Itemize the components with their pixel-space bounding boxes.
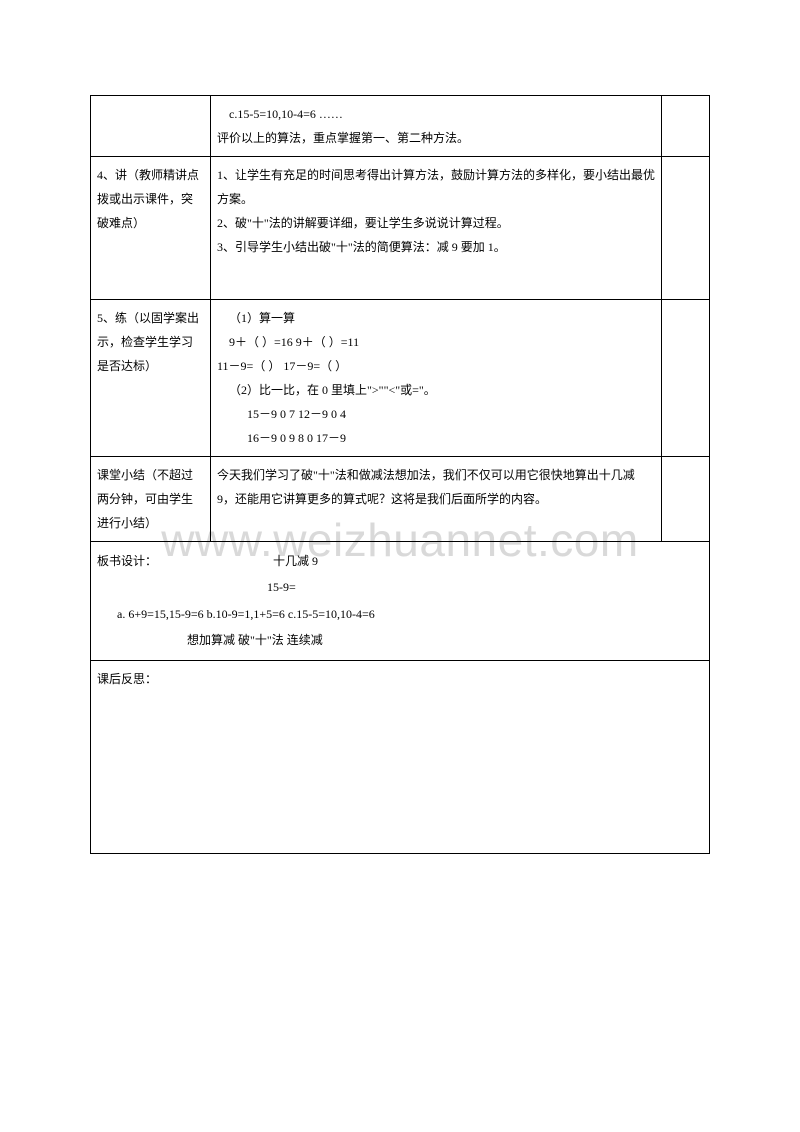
- row-label: 4、讲（教师精讲点拨或出示课件，突破难点）: [91, 157, 211, 300]
- row-content: （1）算一算 9＋（ ）=16 9＋（ ）=11 11－9=（ ） 17－9=（…: [211, 300, 662, 457]
- board-design-cell: 板书设计： 十几减 9 15-9= a. 6+9=15,15-9=6 b.10-…: [91, 542, 710, 661]
- text-line: 9＋（ ）=16 9＋（ ）=11: [217, 330, 655, 354]
- row-note: [662, 96, 710, 157]
- row-content: 今天我们学习了破"十"法和做减法想加法，我们不仅可以用它很快地算出十几减 9，还…: [211, 457, 662, 542]
- row-note: [662, 157, 710, 300]
- board-line-a: a. 6+9=15,15-9=6 b.10-9=1,1+5=6 c.15-5=1…: [97, 601, 703, 627]
- row-label: 课堂小结（不超过两分钟，可由学生进行小结）: [91, 457, 211, 542]
- reflection-label: 课后反思：: [97, 672, 157, 686]
- text-line: 今天我们学习了破"十"法和做减法想加法，我们不仅可以用它很快地算出十几减 9，还…: [217, 463, 655, 511]
- text-line: 15－9 0 7 12－9 0 4: [217, 402, 655, 426]
- text-line: 1、让学生有充足的时间思考得出计算方法，鼓励计算方法的多样化，要小结出最优方案。: [217, 163, 655, 211]
- board-title: 十几减 9: [273, 554, 318, 568]
- text-line: c.15-5=10,10-4=6 ……: [217, 102, 655, 126]
- row-label: [91, 96, 211, 157]
- text-line: （2）比一比，在 0 里填上">""<"或="。: [217, 378, 655, 402]
- text-line: 2、破"十"法的讲解要详细，要让学生多说说计算过程。: [217, 211, 655, 235]
- row-content: 1、让学生有充足的时间思考得出计算方法，鼓励计算方法的多样化，要小结出最优方案。…: [211, 157, 662, 300]
- lesson-plan-table: c.15-5=10,10-4=6 …… 评价以上的算法，重点掌握第一、第二种方法…: [90, 95, 710, 854]
- text-line: 11－9=（ ） 17－9=（ ）: [217, 354, 655, 378]
- row-note: [662, 300, 710, 457]
- row-content: c.15-5=10,10-4=6 …… 评价以上的算法，重点掌握第一、第二种方法…: [211, 96, 662, 157]
- table-row: 4、讲（教师精讲点拨或出示课件，突破难点） 1、让学生有充足的时间思考得出计算方…: [91, 157, 710, 300]
- table-row: 课后反思：: [91, 660, 710, 853]
- reflection-cell: 课后反思：: [91, 660, 710, 853]
- document-page: www.weizhuannet.com c.15-5=10,10-4=6 …… …: [0, 0, 800, 854]
- row-label: 5、练（以固学案出示，检查学生学习是否达标）: [91, 300, 211, 457]
- row-note: [662, 457, 710, 542]
- table-row: 板书设计： 十几减 9 15-9= a. 6+9=15,15-9=6 b.10-…: [91, 542, 710, 661]
- board-label: 板书设计：: [97, 554, 157, 568]
- table-row: 5、练（以固学案出示，检查学生学习是否达标） （1）算一算 9＋（ ）=16 9…: [91, 300, 710, 457]
- text-line: 3、引导学生小结出破"十"法的简便算法：减 9 要加 1。: [217, 235, 655, 259]
- text-line: （1）算一算: [217, 306, 655, 330]
- board-eq: 15-9=: [97, 574, 703, 600]
- table-row: c.15-5=10,10-4=6 …… 评价以上的算法，重点掌握第一、第二种方法…: [91, 96, 710, 157]
- board-line-b: 想加算减 破"十"法 连续减: [97, 627, 703, 653]
- text-line: 评价以上的算法，重点掌握第一、第二种方法。: [217, 126, 655, 150]
- text-line: 16－9 0 9 8 0 17－9: [217, 426, 655, 450]
- table-row: 课堂小结（不超过两分钟，可由学生进行小结） 今天我们学习了破"十"法和做减法想加…: [91, 457, 710, 542]
